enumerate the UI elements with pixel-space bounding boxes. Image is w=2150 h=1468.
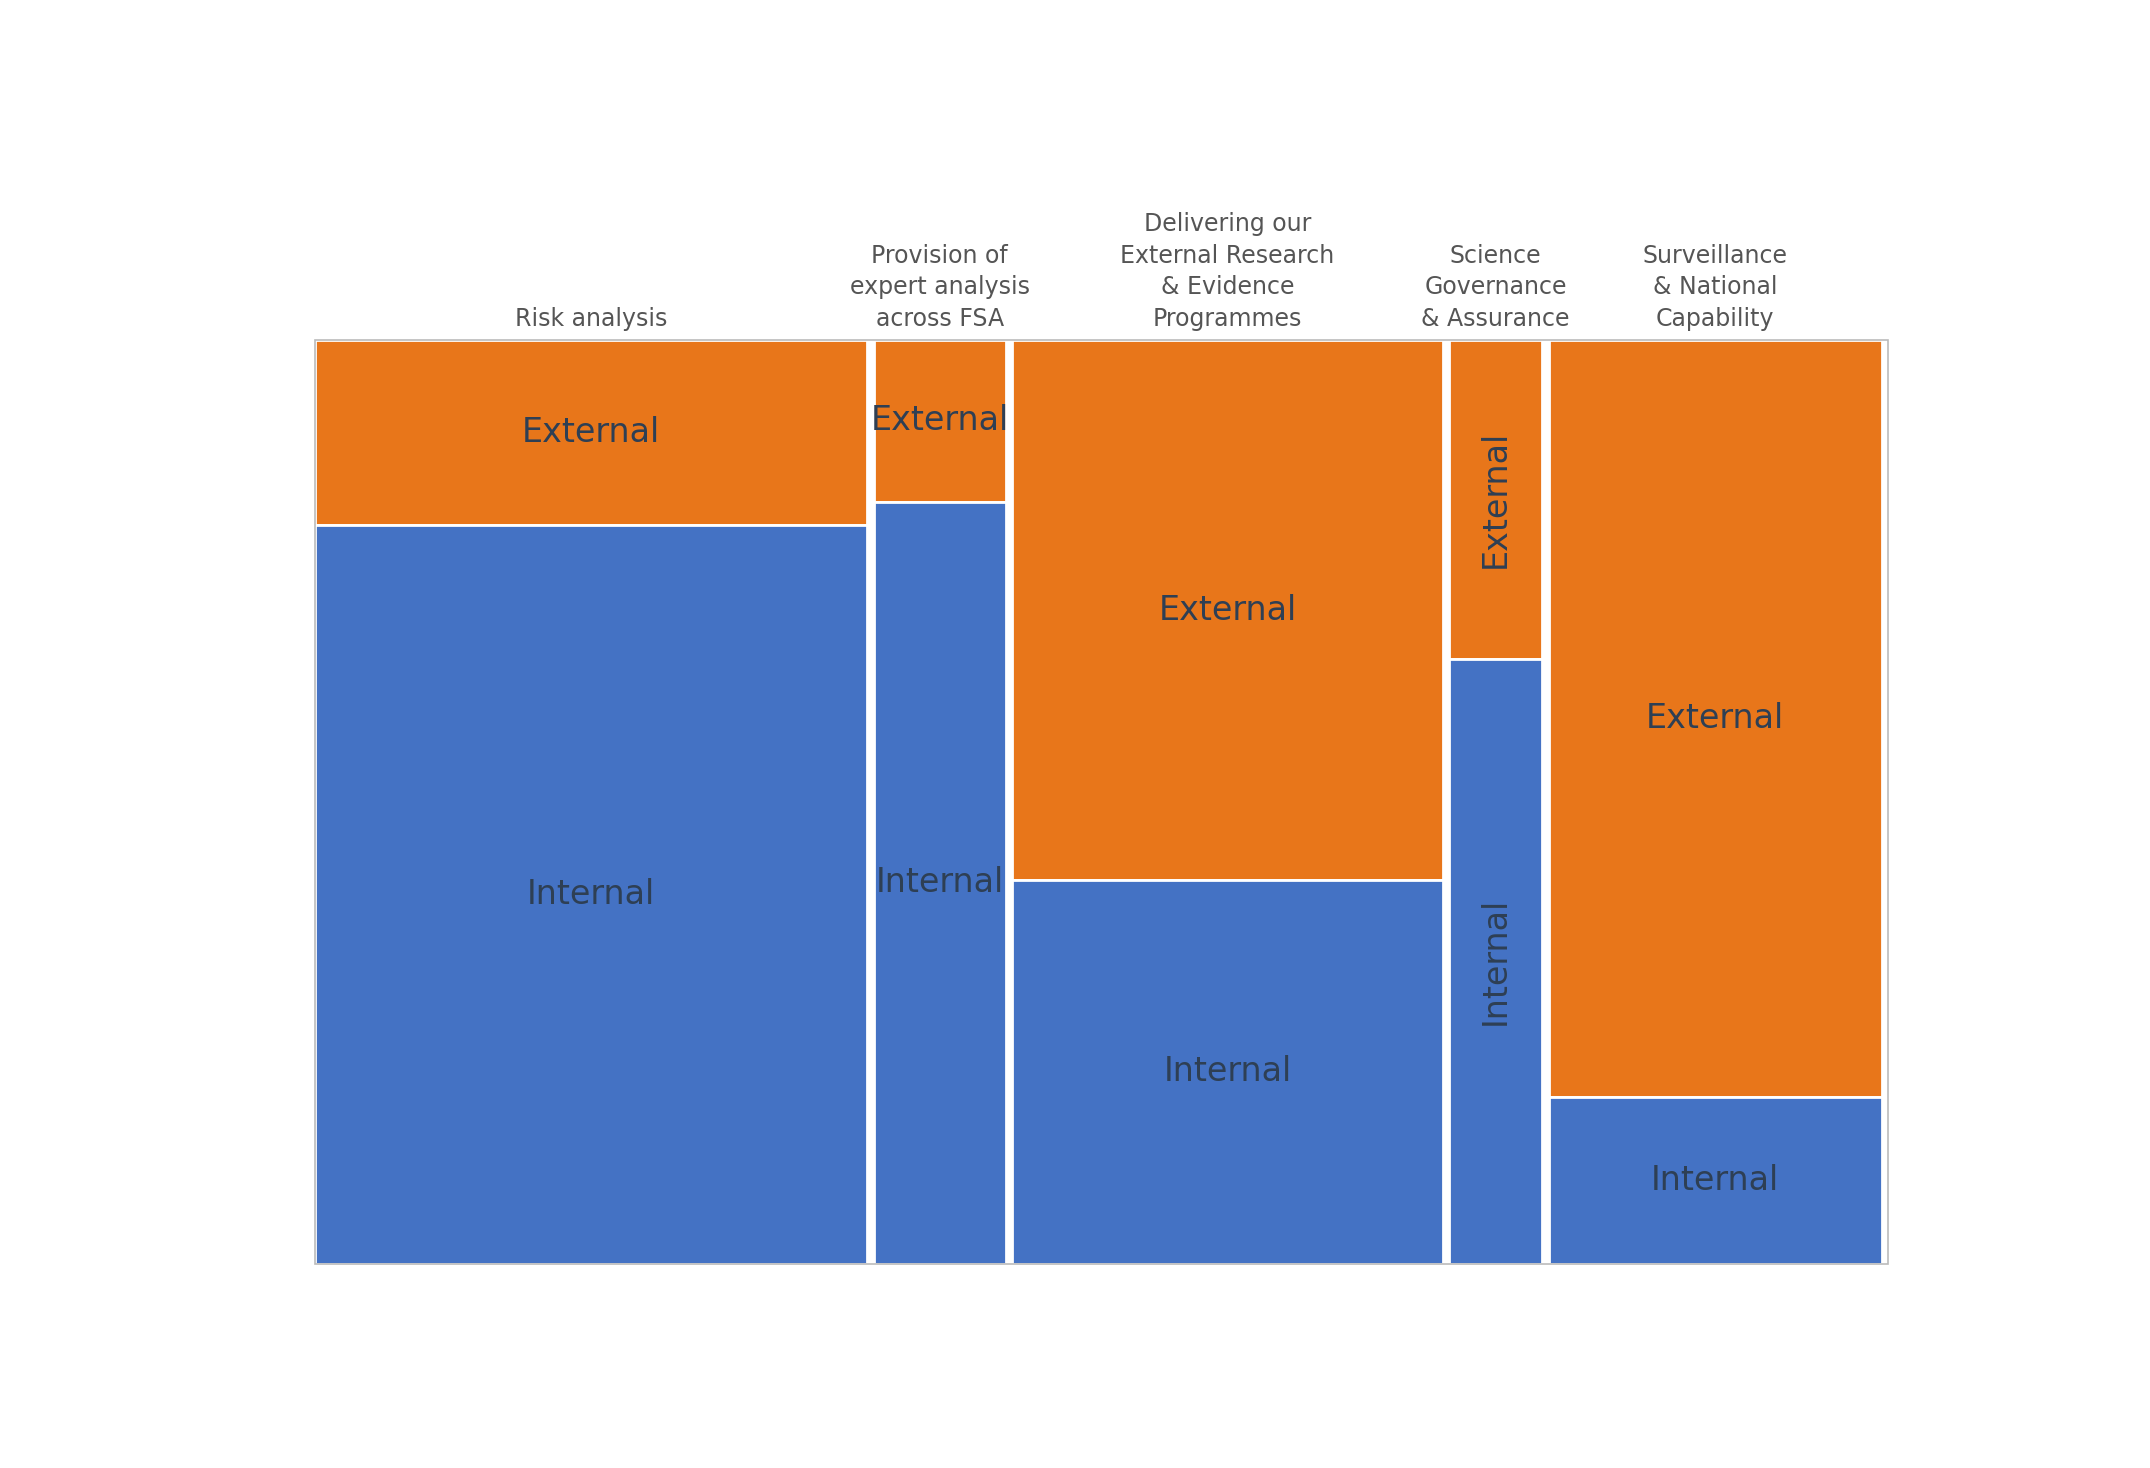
Text: Internal: Internal bbox=[1163, 1055, 1292, 1088]
Text: Internal: Internal bbox=[1651, 1164, 1780, 1196]
Text: Risk analysis: Risk analysis bbox=[516, 307, 666, 330]
Text: Provision of
expert analysis
across FSA: Provision of expert analysis across FSA bbox=[849, 244, 1030, 330]
Text: External: External bbox=[522, 415, 660, 449]
Text: External: External bbox=[871, 404, 1008, 437]
Bar bbox=[1449, 659, 1542, 1264]
Text: Internal: Internal bbox=[527, 878, 656, 910]
Text: Delivering our
External Research
& Evidence
Programmes: Delivering our External Research & Evide… bbox=[1120, 213, 1335, 330]
Bar bbox=[1449, 341, 1542, 659]
Bar bbox=[1013, 341, 1443, 881]
Text: Internal: Internal bbox=[1479, 897, 1511, 1025]
Text: Surveillance
& National
Capability: Surveillance & National Capability bbox=[1643, 244, 1787, 330]
Bar bbox=[316, 341, 866, 524]
Bar bbox=[1548, 1098, 1881, 1264]
Text: Internal: Internal bbox=[875, 866, 1004, 898]
Text: External: External bbox=[1647, 702, 1784, 735]
Bar bbox=[1548, 341, 1881, 1098]
Text: Science
Governance
& Assurance: Science Governance & Assurance bbox=[1421, 244, 1570, 330]
Bar bbox=[873, 502, 1006, 1264]
Bar bbox=[873, 341, 1006, 502]
Text: External: External bbox=[1159, 593, 1296, 627]
Text: External: External bbox=[1479, 430, 1511, 568]
Bar bbox=[316, 341, 1888, 1264]
Bar bbox=[1013, 881, 1443, 1264]
Bar bbox=[316, 524, 866, 1264]
